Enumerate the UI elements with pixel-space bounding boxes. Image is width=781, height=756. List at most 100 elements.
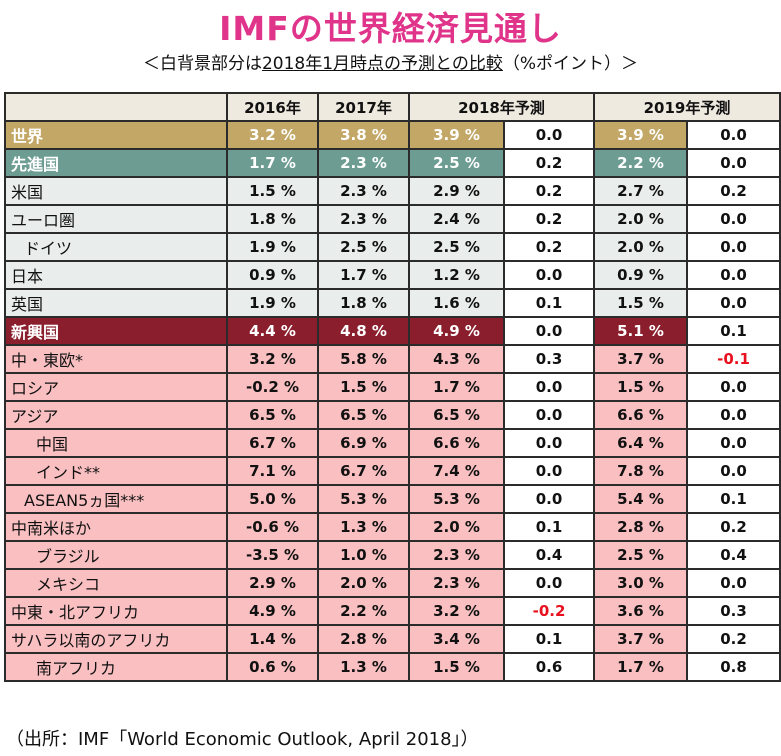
value-2019: 3.6 % — [593, 596, 688, 626]
value-2017: 6.9 % — [317, 428, 410, 458]
value-2016: 0.9 % — [226, 260, 319, 290]
value-2018: 2.3 % — [408, 540, 505, 570]
value-2019: 1.7 % — [593, 652, 688, 682]
region-name: ドイツ — [4, 232, 228, 262]
region-name: 南アフリカ — [4, 652, 228, 682]
value-2017: 6.7 % — [317, 456, 410, 486]
value-2018: 1.2 % — [408, 260, 505, 290]
value-2019: 2.5 % — [593, 540, 688, 570]
change-2018: 0.0 — [503, 568, 595, 598]
table-row: 先進国 1.7 % 2.3 % 2.5 % 0.2 2.2 % 0.0 — [4, 148, 781, 178]
value-2016: 1.9 % — [226, 232, 319, 262]
table-row: 日本 0.9 % 1.7 % 1.2 % 0.0 0.9 % 0.0 — [4, 260, 781, 290]
value-2017: 1.7 % — [317, 260, 410, 290]
value-2018: 2.0 % — [408, 512, 505, 542]
change-2018: 0.0 — [503, 372, 595, 402]
subtitle-mid: （%ポイント — [502, 54, 605, 74]
value-2017: 2.3 % — [317, 148, 410, 178]
value-2018: 2.5 % — [408, 232, 505, 262]
value-2019: 2.8 % — [593, 512, 688, 542]
value-2019: 3.9 % — [593, 120, 688, 150]
change-2019: 0.0 — [686, 428, 781, 458]
value-2018: 3.2 % — [408, 596, 505, 626]
value-2016: 6.5 % — [226, 400, 319, 430]
table-row: ユーロ圏 1.8 % 2.3 % 2.4 % 0.2 2.0 % 0.0 — [4, 204, 781, 234]
change-2019: -0.1 — [686, 344, 781, 374]
change-2018: 0.0 — [503, 484, 595, 514]
value-2018: 4.9 % — [408, 316, 505, 346]
value-2017: 1.0 % — [317, 540, 410, 570]
value-2017: 1.5 % — [317, 372, 410, 402]
value-2018: 6.5 % — [408, 400, 505, 430]
header-blank — [4, 92, 228, 122]
region-name: インド** — [4, 456, 228, 486]
table-row: 世界 3.2 % 3.8 % 3.9 % 0.0 3.9 % 0.0 — [4, 120, 781, 150]
change-2019: 0.2 — [686, 512, 781, 542]
change-2019: 0.2 — [686, 176, 781, 206]
value-2019: 1.5 % — [593, 372, 688, 402]
change-2018: 0.0 — [503, 456, 595, 486]
value-2018: 7.4 % — [408, 456, 505, 486]
page-title: IMFの世界経済見通し — [219, 9, 562, 48]
change-2018: 0.0 — [503, 400, 595, 430]
table-row: 新興国 4.4 % 4.8 % 4.9 % 0.0 5.1 % 0.1 — [4, 316, 781, 346]
region-name: アジア — [4, 400, 228, 430]
table-body: 世界 3.2 % 3.8 % 3.9 % 0.0 3.9 % 0.0 先進国 1.7 % 2.3 … — [4, 120, 781, 682]
value-2018: 2.5 % — [408, 148, 505, 178]
region-name: 先進国 — [4, 148, 228, 178]
change-2018: 0.0 — [503, 120, 595, 150]
region-name: メキシコ — [4, 568, 228, 598]
value-2019: 3.7 % — [593, 344, 688, 374]
change-2019: 0.0 — [686, 456, 781, 486]
subtitle-prefix: ＜白背景部分は — [142, 54, 262, 74]
change-2018: 0.1 — [503, 512, 595, 542]
value-2019: 5.1 % — [593, 316, 688, 346]
change-2019: 0.0 — [686, 288, 781, 318]
value-2018: 1.6 % — [408, 288, 505, 318]
change-2019: 0.1 — [686, 316, 781, 346]
table-row: ドイツ 1.9 % 2.5 % 2.5 % 0.2 2.0 % 0.0 — [4, 232, 781, 262]
value-2018: 3.4 % — [408, 624, 505, 654]
value-2016: -3.5 % — [226, 540, 319, 570]
header-2018-forecast: 2018年予測 — [408, 92, 595, 122]
value-2017: 2.2 % — [317, 596, 410, 626]
table-row: 米国 1.5 % 2.3 % 2.9 % 0.2 2.7 % 0.2 — [4, 176, 781, 206]
table-row: アジア 6.5 % 6.5 % 6.5 % 0.0 6.6 % 0.0 — [4, 400, 781, 430]
table-row: ブラジル -3.5 % 1.0 % 2.3 % 0.4 2.5 % 0.4 — [4, 540, 781, 570]
region-name: 中・東欧* — [4, 344, 228, 374]
value-2016: 3.2 % — [226, 120, 319, 150]
value-2018: 2.4 % — [408, 204, 505, 234]
change-2019: 0.0 — [686, 204, 781, 234]
region-name: ASEAN5ヵ国*** — [4, 484, 228, 514]
region-name: ロシア — [4, 372, 228, 402]
region-name: 中国 — [4, 428, 228, 458]
region-name: 中南米ほか — [4, 512, 228, 542]
value-2019: 2.0 % — [593, 232, 688, 262]
change-2018: 0.6 — [503, 652, 595, 682]
table-row: 英国 1.9 % 1.8 % 1.6 % 0.1 1.5 % 0.0 — [4, 288, 781, 318]
change-2018: 0.1 — [503, 288, 595, 318]
table-row: メキシコ 2.9 % 2.0 % 2.3 % 0.0 3.0 % 0.0 — [4, 568, 781, 598]
table-row: サハラ以南のアフリカ 1.4 % 2.8 % 3.4 % 0.1 3.7 % 0.2 — [4, 624, 781, 654]
value-2018: 6.6 % — [408, 428, 505, 458]
region-name: 世界 — [4, 120, 228, 150]
value-2018: 4.3 % — [408, 344, 505, 374]
value-2019: 6.6 % — [593, 400, 688, 430]
subtitle-suffix: ）＞ — [604, 54, 639, 74]
region-name: ユーロ圏 — [4, 204, 228, 234]
change-2018: 0.3 — [503, 344, 595, 374]
change-2018: 0.2 — [503, 176, 595, 206]
value-2017: 2.3 % — [317, 204, 410, 234]
change-2018: 0.1 — [503, 624, 595, 654]
value-2017: 2.0 % — [317, 568, 410, 598]
value-2019: 2.0 % — [593, 204, 688, 234]
value-2017: 1.8 % — [317, 288, 410, 318]
source-footer: （出所：IMF「World Economic Outlook, April 20… — [6, 729, 479, 750]
region-name: 日本 — [4, 260, 228, 290]
header-2017: 2017年 — [317, 92, 410, 122]
value-2016: 4.9 % — [226, 596, 319, 626]
change-2018: 0.2 — [503, 204, 595, 234]
change-2018: 0.0 — [503, 260, 595, 290]
page-subtitle: ＜白背景部分は2018年1月時点の予測との比較（%ポイント）＞ — [0, 49, 781, 74]
change-2018: 0.4 — [503, 540, 595, 570]
